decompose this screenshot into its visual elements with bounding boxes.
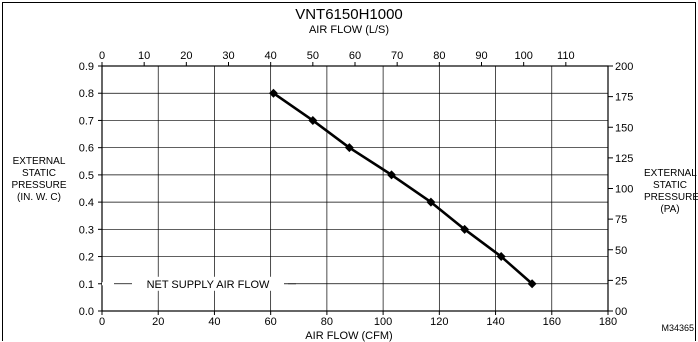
left-axis-label-line: EXTERNAL: [12, 156, 66, 167]
x-top-tick-label: 60: [349, 50, 361, 62]
x-top-tick-label: 70: [391, 50, 403, 62]
x-tick-label: 60: [265, 316, 277, 328]
x-tick-label: 40: [208, 316, 220, 328]
y-right-tick-label: 100: [615, 184, 633, 196]
right-axis-label-line: STATIC: [652, 180, 688, 191]
y-right-tick-label: 175: [615, 92, 633, 104]
y-tick-label: 0.7: [79, 115, 94, 127]
x-axis-label: AIR FLOW (CFM): [305, 330, 393, 342]
data-point-marker: [426, 197, 436, 207]
data-point-marker: [387, 170, 397, 180]
x-tick-label: 0: [99, 316, 105, 328]
chart-title: VNT6150H1000: [295, 6, 403, 23]
y-tick-label: 0.6: [79, 143, 94, 155]
data-point-marker: [460, 224, 470, 234]
x-top-tick-label: 50: [307, 50, 319, 62]
x-tick-label: 100: [374, 316, 392, 328]
y-tick-label: 0.4: [79, 197, 94, 209]
x-top-tick-label: 80: [433, 50, 445, 62]
right-axis-label-line: EXTERNAL: [644, 168, 697, 179]
data-point-marker: [527, 279, 537, 289]
x-tick-label: 20: [152, 316, 164, 328]
x-top-tick-label: 90: [475, 50, 487, 62]
plot-border: [101, 65, 609, 312]
y-tick-label: 0.9: [79, 61, 94, 73]
y-right-tick-label: 00: [615, 306, 627, 318]
x-top-tick-label: 0: [99, 50, 105, 62]
left-axis-label-line: STATIC: [21, 168, 57, 179]
data-point-marker: [268, 88, 278, 98]
x-top-tick-label: 30: [222, 50, 234, 62]
data-point-marker: [308, 115, 318, 125]
x-tick-label: 160: [543, 316, 561, 328]
x-tick-label: 180: [599, 316, 617, 328]
right-axis-label-line: PRESSURE: [644, 192, 698, 203]
x-top-tick-label: 110: [557, 50, 575, 62]
y-tick-label: 0.3: [79, 224, 94, 236]
annotation-label: NET SUPPLY AIR FLOW: [147, 279, 270, 291]
y-right-tick-label: 125: [615, 153, 633, 165]
data-point-marker: [344, 143, 354, 153]
y-tick-label: 0.5: [79, 170, 94, 182]
y-right-tick-label: 25: [615, 275, 627, 287]
left-axis-label: EXTERNAL STATIC PRESSURE (IN. W. C): [2, 156, 76, 204]
series-line: [272, 92, 533, 285]
y-tick-label: 0.0: [79, 306, 94, 318]
y-right-tick-label: 75: [615, 214, 627, 226]
y-right-tick-label: 50: [615, 245, 627, 257]
annotation-background: [130, 276, 288, 291]
x-top-tick-label: 10: [138, 50, 150, 62]
x-tick-label: 140: [486, 316, 504, 328]
y-tick-label: 0.2: [79, 252, 94, 264]
x-top-tick-label: 40: [265, 50, 277, 62]
x-top-tick-label: 20: [180, 50, 192, 62]
y-tick-label: 0.8: [79, 88, 94, 100]
left-axis-label-line: PRESSURE: [11, 180, 67, 191]
y-right-tick-label: 150: [615, 122, 633, 134]
top-axis-label: AIR FLOW (L/S): [308, 24, 390, 36]
x-tick-label: 80: [321, 316, 333, 328]
y-tick-label: 0.1: [79, 279, 94, 291]
x-top-tick-label: 100: [514, 50, 532, 62]
figure-id: M34365: [661, 323, 694, 333]
x-tick-label: 120: [430, 316, 448, 328]
y-right-tick-label: 200: [615, 61, 633, 73]
right-axis-label: EXTERNAL STATIC PRESSURE (PA): [644, 168, 698, 216]
right-axis-label-line: (PA): [660, 204, 680, 215]
left-axis-label-line: (IN. W. C): [17, 192, 61, 203]
data-point-marker: [496, 252, 506, 262]
